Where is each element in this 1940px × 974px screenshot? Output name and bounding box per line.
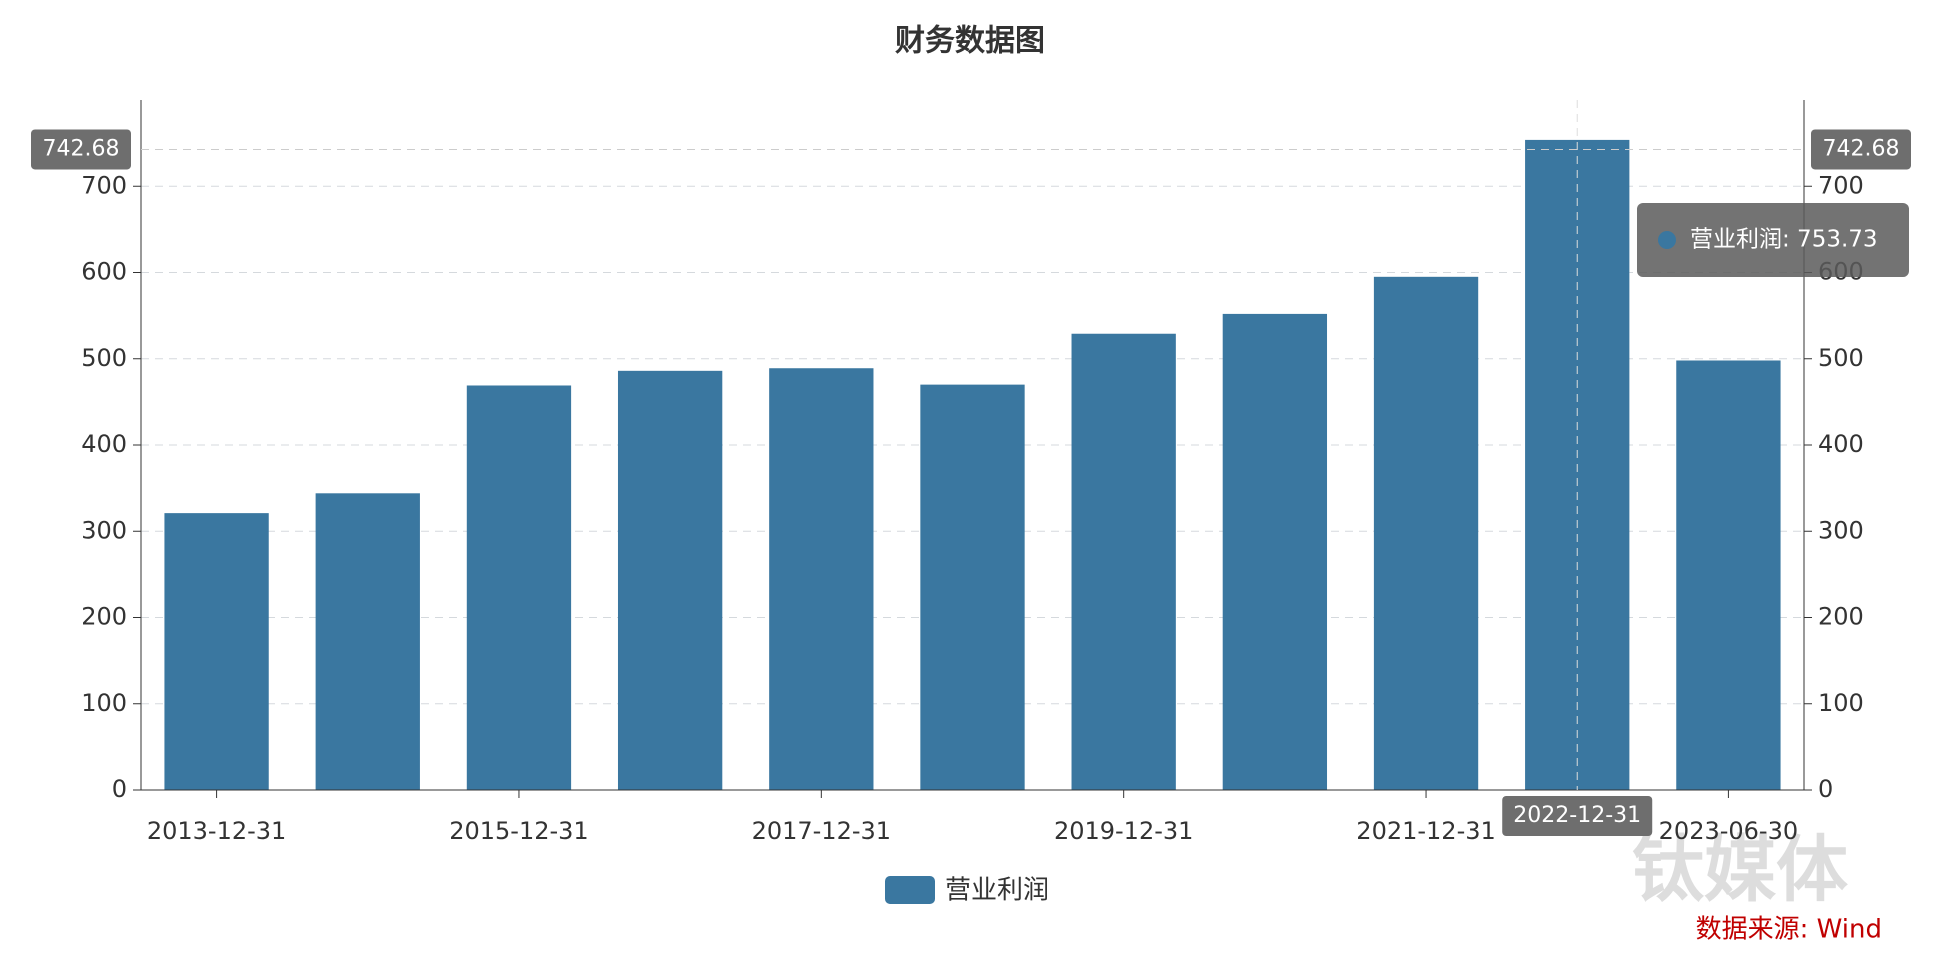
y-tick-label: 600 bbox=[81, 258, 127, 286]
y2-tick-label: 500 bbox=[1818, 344, 1864, 372]
tooltip-bg bbox=[1637, 203, 1909, 277]
source-note: 数据来源: Wind bbox=[1696, 915, 1882, 945]
legend-label: 营业利润 bbox=[945, 876, 1049, 906]
bar bbox=[769, 368, 874, 790]
x-tick-label: 2023-06-30 bbox=[1659, 817, 1798, 845]
y-tick-label: 200 bbox=[81, 603, 127, 631]
pointer-label-bg bbox=[31, 129, 131, 170]
pointer-label: 742.68 bbox=[43, 136, 120, 161]
chart-title: 财务数据图 bbox=[895, 24, 1045, 59]
y-tick-label: 700 bbox=[81, 171, 127, 199]
pointer-label-bg bbox=[1811, 129, 1911, 170]
bar bbox=[164, 513, 269, 790]
bar bbox=[466, 385, 572, 790]
bar bbox=[1676, 360, 1781, 790]
legend-swatch bbox=[885, 876, 935, 904]
y2-tick-label: 400 bbox=[1818, 430, 1864, 458]
x-tick-label: 2013-12-31 bbox=[147, 817, 286, 845]
y2-tick-label: 700 bbox=[1818, 171, 1864, 199]
y-tick-label: 400 bbox=[81, 430, 127, 458]
y-tick-label: 0 bbox=[112, 775, 127, 803]
x-tick-label: 2021-12-31 bbox=[1356, 817, 1495, 845]
bar bbox=[1222, 313, 1328, 790]
x-tick-label: 2017-12-31 bbox=[752, 817, 891, 845]
watermark: 钛媒体 bbox=[1632, 828, 1848, 912]
tooltip-marker bbox=[1658, 231, 1676, 249]
bar bbox=[1373, 276, 1479, 790]
y2-tick-label: 300 bbox=[1818, 516, 1864, 544]
pointer-x-label-bg bbox=[1502, 796, 1653, 836]
bar bbox=[1071, 333, 1176, 790]
y-tick-label: 300 bbox=[81, 516, 127, 544]
y-tick-label: 500 bbox=[81, 344, 127, 372]
y-tick-label: 100 bbox=[81, 689, 127, 717]
bar bbox=[617, 370, 723, 790]
x-tick-label: 2015-12-31 bbox=[449, 817, 588, 845]
y2-tick-label: 100 bbox=[1818, 689, 1864, 717]
pointer-x-label: 2022-12-31 bbox=[1513, 803, 1641, 828]
bar bbox=[315, 493, 420, 790]
bar bbox=[920, 384, 1025, 790]
y2-tick-label: 200 bbox=[1818, 603, 1864, 631]
x-tick-label: 2019-12-31 bbox=[1054, 817, 1193, 845]
pointer-label: 742.68 bbox=[1823, 136, 1900, 161]
tooltip-text: 营业利润: 753.73 bbox=[1690, 227, 1878, 253]
y2-tick-label: 0 bbox=[1818, 775, 1833, 803]
